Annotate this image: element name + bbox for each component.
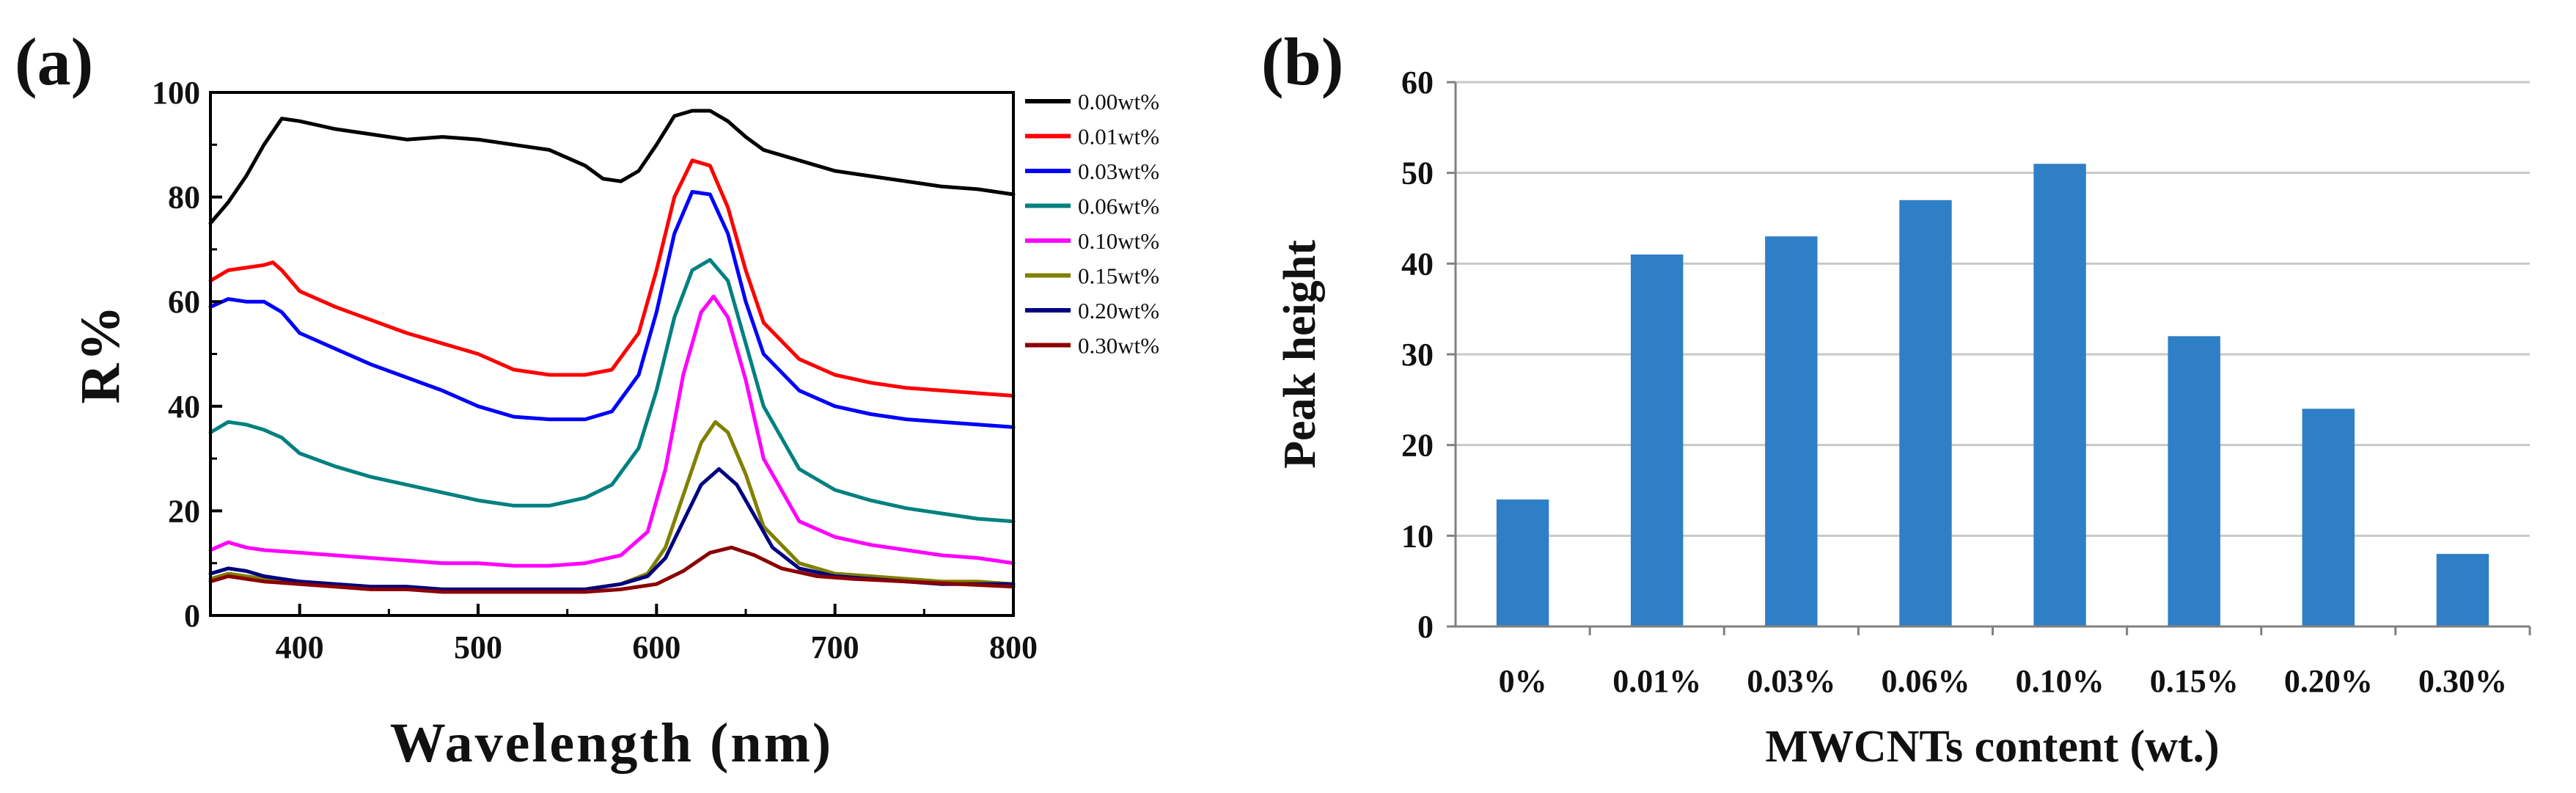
y-tick-label: 20 [1401, 428, 1434, 464]
series-line-6 [208, 467, 1016, 591]
category-label-5: 0.15% [2150, 663, 2239, 699]
category-label-0: 0% [1499, 663, 1547, 699]
bar-4 [2033, 164, 2086, 627]
bar-3 [1899, 200, 1952, 626]
panel-a-line-chart: (a) 400 500 600 700 800 0 20 40 60 80 100 Waveleng… [15, 24, 1159, 774]
legend-label-6: 0.20wt% [1078, 298, 1159, 324]
category-label-3: 0.06% [1881, 663, 1970, 699]
y-tick-label: 40 [1401, 246, 1434, 282]
bar-0 [1496, 499, 1549, 626]
y-tick-label: 0 [1417, 609, 1434, 645]
legend-label-7: 0.30wt% [1078, 333, 1159, 359]
y-tick-label: 20 [168, 493, 200, 529]
panel-a-label: (a) [15, 24, 93, 99]
y-tick-label: 10 [1401, 518, 1434, 554]
bar-7 [2436, 554, 2489, 626]
y-tick-label: 0 [184, 598, 200, 634]
x-tick-label: 700 [811, 629, 859, 665]
legend-label-4: 0.10wt% [1078, 228, 1159, 254]
panel-a-xlabel: Wavelength (nm) [390, 712, 833, 774]
bar-6 [2302, 409, 2355, 626]
legend-label-3: 0.06wt% [1078, 194, 1159, 219]
panel-a-legend: 0.00wt% 0.01wt% 0.03wt% 0.06wt% 0.10wt% 0.15w… [1025, 89, 1159, 359]
category-label-2: 0.03% [1747, 663, 1835, 699]
legend-label-5: 0.15wt% [1078, 263, 1159, 289]
y-tick-label: 60 [1401, 65, 1434, 101]
x-tick-label: 500 [454, 629, 502, 665]
category-label-7: 0.30% [2418, 663, 2507, 699]
legend-label-0: 0.00wt% [1078, 89, 1159, 114]
panel-b-bar-chart: (b) 0 10 20 30 40 50 60 0% 0.01% 0.03% 0.06% 0.10% 0… [1261, 24, 2531, 772]
y-tick-label: 100 [152, 75, 200, 111]
y-tick-label: 50 [1401, 156, 1434, 191]
series-line-0 [208, 109, 1016, 225]
bar-2 [1765, 236, 1818, 626]
legend-label-2: 0.03wt% [1078, 158, 1159, 184]
panel-a-ylabel: R% [70, 304, 131, 404]
category-label-1: 0.01% [1612, 663, 1701, 699]
panel-b-xlabel: MWCNTs content (wt.) [1765, 722, 2219, 772]
series-line-1 [208, 158, 1016, 398]
series-line-7 [208, 545, 1016, 594]
panel-a-plot-frame [209, 91, 1015, 617]
series-line-2 [208, 190, 1016, 429]
x-tick-label: 400 [276, 629, 324, 665]
panel-b-ylabel: Peak height [1275, 240, 1325, 469]
series-line-3 [208, 257, 1016, 524]
panel-b-label: (b) [1261, 24, 1343, 99]
category-label-4: 0.10% [2016, 663, 2105, 699]
series-line-4 [208, 294, 1016, 568]
bar-5 [2168, 336, 2220, 626]
y-tick-label: 30 [1401, 337, 1434, 373]
category-label-6: 0.20% [2284, 663, 2373, 699]
y-tick-label: 60 [168, 284, 200, 320]
legend-label-1: 0.01wt% [1078, 124, 1159, 150]
y-tick-label: 40 [168, 389, 200, 425]
bar-1 [1630, 254, 1684, 626]
y-tick-label: 80 [168, 180, 200, 216]
x-tick-label: 800 [989, 629, 1038, 665]
x-tick-label: 600 [632, 629, 680, 665]
